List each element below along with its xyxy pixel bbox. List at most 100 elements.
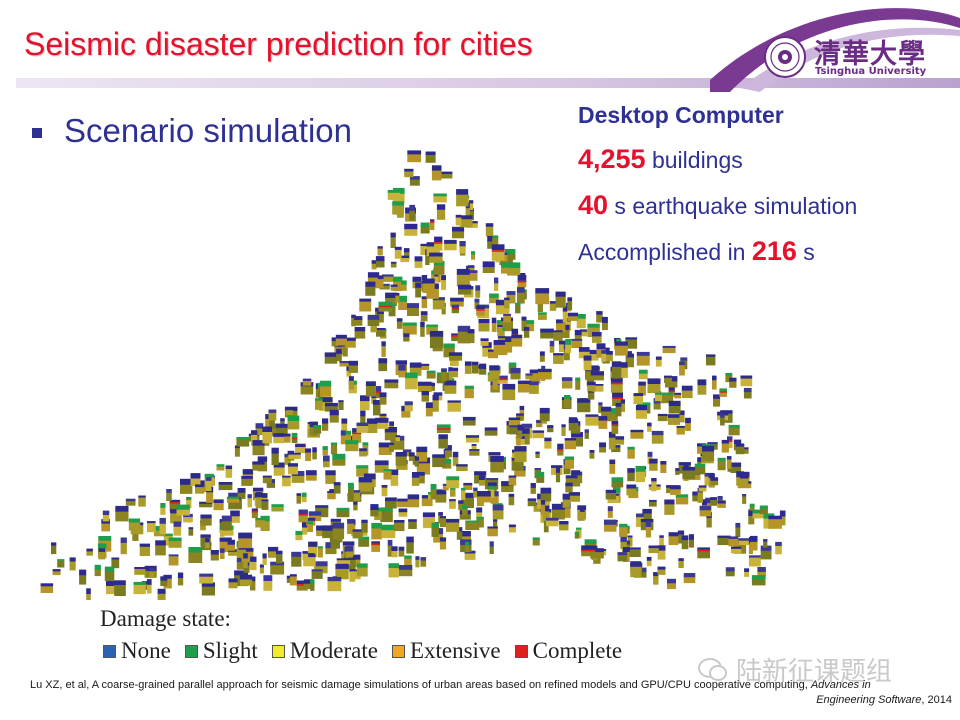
building <box>301 492 307 503</box>
building <box>576 314 586 329</box>
building <box>302 551 309 560</box>
building <box>160 576 168 586</box>
building <box>561 424 566 436</box>
building <box>688 534 694 548</box>
building <box>392 201 404 215</box>
building <box>397 498 410 508</box>
building <box>517 380 531 393</box>
building <box>201 582 215 596</box>
building <box>590 371 604 381</box>
building <box>564 456 574 469</box>
bullet-text: Scenario simulation <box>64 112 352 149</box>
building <box>721 439 729 453</box>
building <box>429 330 444 349</box>
building <box>568 492 580 502</box>
building <box>752 509 765 519</box>
building <box>380 507 393 523</box>
building <box>565 339 572 353</box>
building <box>262 426 272 444</box>
building <box>335 563 349 580</box>
building <box>458 284 472 295</box>
building <box>414 456 419 467</box>
building <box>384 427 397 441</box>
building <box>508 417 521 426</box>
building <box>694 463 706 475</box>
building <box>176 504 190 516</box>
building <box>361 519 368 533</box>
legend-title: Damage state: <box>100 606 231 631</box>
building <box>692 491 700 502</box>
building <box>444 380 457 394</box>
building <box>635 465 645 483</box>
building <box>750 535 758 551</box>
legend: None Slight Moderate Extensive Complete <box>103 638 636 664</box>
building <box>727 436 733 449</box>
building <box>620 536 627 550</box>
building <box>527 498 537 507</box>
building <box>433 260 445 275</box>
building <box>477 491 491 503</box>
building <box>379 283 390 290</box>
building <box>681 535 689 550</box>
building <box>315 398 323 410</box>
building <box>390 284 398 291</box>
building <box>261 499 269 510</box>
building <box>219 537 232 553</box>
building <box>488 485 495 498</box>
building <box>651 478 657 492</box>
building <box>642 508 652 520</box>
building <box>390 261 397 268</box>
building <box>459 215 473 228</box>
building <box>406 536 414 554</box>
building <box>638 369 648 380</box>
building <box>535 288 550 305</box>
building <box>546 517 559 527</box>
building <box>439 537 447 550</box>
building <box>465 270 478 281</box>
building <box>567 297 573 311</box>
building <box>474 298 480 310</box>
building <box>488 349 498 359</box>
building <box>617 552 628 562</box>
building <box>79 569 87 585</box>
building <box>315 505 329 518</box>
slide-title: Seismic disaster prediction for cities <box>24 26 533 62</box>
building <box>147 521 156 533</box>
building <box>409 176 420 186</box>
building <box>697 547 710 559</box>
building <box>383 469 392 480</box>
building <box>587 323 600 337</box>
building <box>444 239 457 251</box>
building <box>504 249 516 260</box>
building <box>168 554 179 566</box>
building <box>579 329 588 337</box>
building <box>475 285 481 298</box>
building <box>163 574 172 589</box>
building <box>742 494 747 504</box>
building <box>604 519 617 532</box>
building <box>391 546 398 558</box>
building <box>238 532 253 549</box>
legend-item-extensive: Extensive <box>391 638 501 664</box>
building <box>359 298 372 312</box>
building <box>387 539 393 557</box>
building <box>487 526 498 537</box>
building <box>549 340 555 353</box>
building <box>302 521 308 535</box>
building <box>149 568 155 579</box>
building <box>395 292 400 303</box>
building <box>422 278 435 293</box>
building <box>441 368 447 382</box>
building <box>636 513 644 528</box>
building <box>408 519 417 529</box>
building <box>401 280 407 291</box>
building <box>636 351 650 366</box>
building <box>668 414 680 425</box>
building <box>407 150 422 163</box>
building <box>584 429 589 439</box>
building <box>647 378 661 394</box>
building <box>627 446 635 459</box>
building <box>381 341 386 357</box>
info-heading: Desktop Computer <box>578 102 784 128</box>
building <box>657 545 666 560</box>
